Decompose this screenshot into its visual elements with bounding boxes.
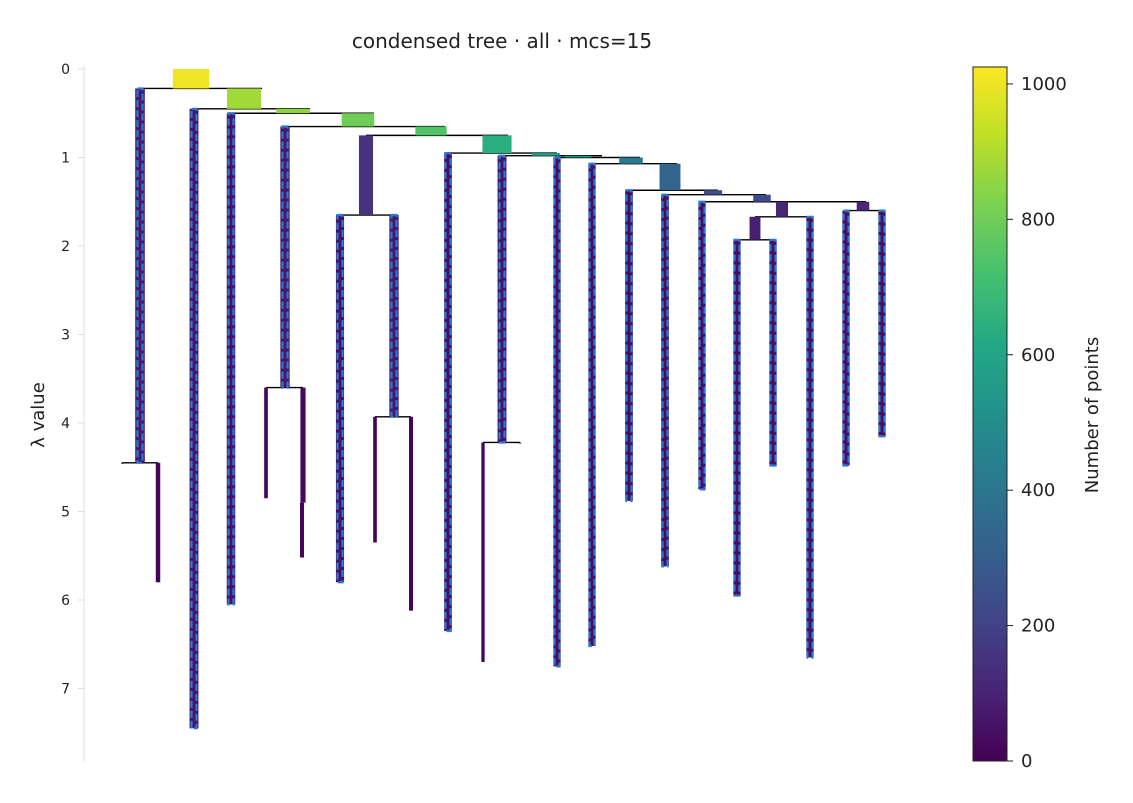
y-tick-label: 4 [61,416,70,432]
y-tick-label: 5 [61,505,70,521]
colorbar-tick-label: 600 [1021,345,1055,366]
cluster-bar [553,157,561,667]
cluster-bar [518,442,522,444]
colorbar-label: Number of points [1082,337,1103,493]
cluster-bar [444,153,452,631]
cluster-bar [264,387,268,499]
cluster-bar [619,157,643,164]
cluster-bar [659,163,681,191]
cluster-bar [588,163,596,647]
y-tick-label: 2 [61,239,70,255]
cluster-bar [189,108,199,729]
colorbar-tick-label: 200 [1021,616,1055,637]
cluster-bar [172,69,210,89]
selected-cluster-outline [806,215,814,659]
cluster-bar [497,155,507,443]
cluster-bar [482,135,512,154]
cluster-bar [749,216,761,240]
selected-cluster-outline [698,200,706,491]
colorbar-tick-label: 800 [1021,209,1055,230]
cluster-bar [373,416,377,543]
cluster-bar [341,113,375,127]
y-tick-label: 3 [61,328,70,344]
selected-cluster-outline [444,151,452,633]
colorbar-ticks: 0 200 400 600 800 1000 [1007,74,1067,772]
y-axis-label: λ value [28,382,49,448]
cluster-bar [226,88,262,109]
selected-cluster-outline [878,209,886,438]
cluster-bar [226,113,236,605]
selected-cluster-outline [769,238,777,467]
cluster-bar [625,190,633,501]
cluster-bars [121,69,886,729]
y-tick-label: 6 [61,593,70,609]
selected-cluster-outline [661,193,669,568]
cluster-bar [698,201,706,490]
cluster-bar [280,126,290,388]
cluster-bar [155,462,161,583]
selected-cluster-outline [842,209,850,467]
cluster-bar [481,442,485,662]
cluster-bar [775,201,789,217]
cluster-bar [856,201,870,211]
cluster-bar [335,215,345,583]
cluster-bar [300,387,306,503]
cluster-bar [769,239,777,466]
y-axis-ticks: 0 1 2 3 4 5 6 7 [61,62,84,698]
selected-cluster-outline [227,112,235,606]
selected-cluster-outline [336,213,344,584]
cluster-bar [661,194,669,567]
y-tick-label: 7 [61,682,70,698]
cluster-bar [409,416,413,611]
colorbar-tick-label: 1000 [1021,74,1067,95]
selected-cluster-outline [136,87,144,464]
cluster-bar [733,239,741,596]
cluster-bar [878,210,886,437]
cluster-bar [276,108,310,114]
cluster-bar [532,153,560,156]
colorbar-tick-label: 0 [1021,751,1032,772]
cluster-bar [842,210,850,466]
chart-title: condensed tree · all · mcs=15 [352,29,652,53]
colorbar [972,66,1008,762]
selected-cluster-outline [733,238,741,597]
selected-cluster-outline [498,154,506,444]
selected-cluster-outline [190,107,198,730]
cluster-bar [564,155,592,158]
y-tick-label: 0 [61,62,70,78]
cluster-bar [703,190,723,195]
cluster-bar [753,194,771,202]
selected-cluster-outline [625,189,633,502]
y-tick-label: 1 [61,151,70,167]
selected-cluster-outline [281,125,289,389]
cluster-bar [135,88,145,463]
selected-clusters [136,87,886,730]
selected-cluster-outline [553,156,561,668]
selected-cluster-outline [588,162,596,648]
cluster-bar [415,126,447,136]
colorbar-tick-label: 400 [1021,480,1055,501]
cluster-bar [389,215,399,417]
cluster-bar [121,462,123,464]
cluster-bar [358,135,374,216]
cluster-bar [806,216,814,658]
cluster-bar [300,502,304,558]
selected-cluster-outline [390,213,398,418]
